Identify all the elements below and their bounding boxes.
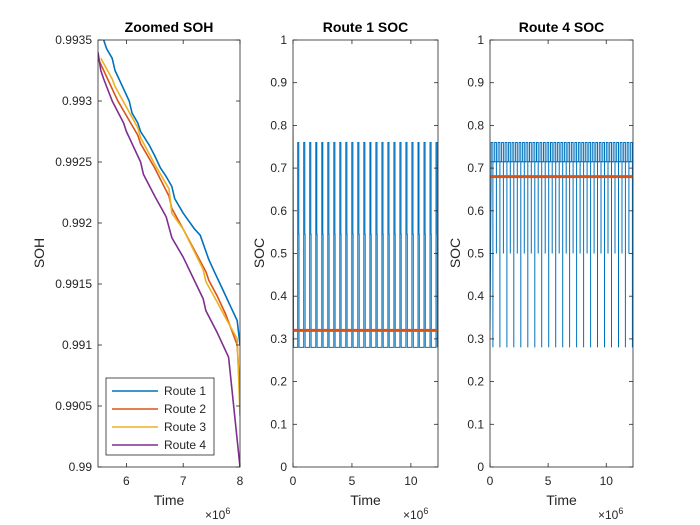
y-tick-label: 1 <box>280 33 287 47</box>
axes-box <box>97 39 241 468</box>
x-tick-label: 6 <box>123 474 130 488</box>
x-exponent-label: ×106 <box>403 506 428 522</box>
chart-title: Route 4 SOC <box>519 19 605 35</box>
y-tick-label: 0.9905 <box>55 399 92 413</box>
y-tick-label: 0 <box>477 460 484 474</box>
y-tick-label: 0.6 <box>270 204 287 218</box>
legend: Route 1 Route 2 Route 3 Route 4 <box>105 377 215 456</box>
x-tick-label: 0 <box>290 474 297 488</box>
x-tick-label: 8 <box>237 474 244 488</box>
tick-group: 0 5 10 0 0.1 0.2 0.3 0.4 0.5 0.6 0.7 0.8 0.9 1 <box>270 33 438 488</box>
y-tick-label: 0.3 <box>467 332 484 346</box>
subplot-route-4-soc: 0 5 10 0 0.1 0.2 0.3 0.4 0.5 0.6 0.7 0.8 0.9 1 Route … <box>447 19 634 522</box>
y-tick-label: 0.992 <box>62 216 92 230</box>
y-tick-label: 0.3 <box>270 332 287 346</box>
y-tick-label: 0.4 <box>270 289 287 303</box>
y-tick-label: 0.9935 <box>55 33 92 47</box>
y-tick-label: 0.7 <box>467 161 484 175</box>
chart-title: Route 1 SOC <box>323 19 409 35</box>
y-tick-label: 0.8 <box>467 118 484 132</box>
subplot-route-1-soc: 0 5 10 0 0.1 0.2 0.3 0.4 0.5 0.6 0.7 0.8 0.9 1 Route … <box>251 19 439 522</box>
legend-label-route-2: Route 2 <box>164 402 206 416</box>
series-group <box>293 125 438 348</box>
series-group <box>490 142 633 348</box>
x-tick-label: 0 <box>487 474 494 488</box>
tick-group: 6 7 8 0.99 0.9905 0.991 0.9915 0.992 0.9925 0.993… <box>55 33 243 488</box>
y-tick-label: 0.7 <box>270 161 287 175</box>
y-tick-label: 0.2 <box>270 375 287 389</box>
y-axis-label: SOH <box>31 238 47 268</box>
y-tick-label: 1 <box>477 33 484 47</box>
y-tick-label: 0.5 <box>270 247 287 261</box>
y-tick-label: 0.8 <box>270 118 287 132</box>
tick-group: 0 5 10 0 0.1 0.2 0.3 0.4 0.5 0.6 0.7 0.8 0.9 1 <box>467 33 633 488</box>
y-tick-label: 0.9915 <box>55 277 92 291</box>
x-exponent-label: ×106 <box>205 506 230 522</box>
y-tick-label: 0.4 <box>467 289 484 303</box>
y-tick-label: 0.991 <box>62 338 92 352</box>
y-tick-label: 0.2 <box>467 375 484 389</box>
x-axis-label: Time <box>154 492 185 508</box>
y-axis-label: SOC <box>447 238 463 268</box>
x-tick-label: 5 <box>545 474 552 488</box>
legend-label-route-4: Route 4 <box>164 438 206 452</box>
legend-label-route-3: Route 3 <box>164 420 206 434</box>
x-axis-label: Time <box>546 492 577 508</box>
legend-label-route-1: Route 1 <box>164 384 206 398</box>
y-tick-label: 0.9925 <box>55 155 92 169</box>
y-tick-label: 0.1 <box>467 417 484 431</box>
x-tick-label: 5 <box>349 474 356 488</box>
subplot-zoomed-soh: 6 7 8 0.99 0.9905 0.991 0.9915 0.992 0.9925 0.993… <box>31 19 244 522</box>
y-tick-label: 0.9 <box>270 76 287 90</box>
series-line-route-4 <box>98 52 240 467</box>
x-tick-label: 10 <box>404 474 418 488</box>
series-line-route-2 <box>98 57 240 397</box>
y-axis-label: SOC <box>251 238 267 268</box>
series-line-route-3 <box>100 57 240 416</box>
y-tick-label: 0.99 <box>69 460 93 474</box>
y-tick-label: 0.9 <box>467 76 484 90</box>
y-tick-label: 0.5 <box>467 247 484 261</box>
series-line-route-1 <box>102 40 240 346</box>
y-tick-label: 0.993 <box>62 94 92 108</box>
y-tick-label: 0.1 <box>270 417 287 431</box>
x-tick-label: 7 <box>180 474 187 488</box>
y-tick-label: 0 <box>280 460 287 474</box>
y-tick-label: 0.6 <box>467 204 484 218</box>
x-axis-label: Time <box>350 492 381 508</box>
x-exponent-label: ×106 <box>598 506 623 522</box>
x-tick-label: 10 <box>600 474 614 488</box>
chart-title: Zoomed SOH <box>125 19 214 35</box>
series-group <box>98 40 240 467</box>
soc-trace-route-1 <box>293 125 438 348</box>
